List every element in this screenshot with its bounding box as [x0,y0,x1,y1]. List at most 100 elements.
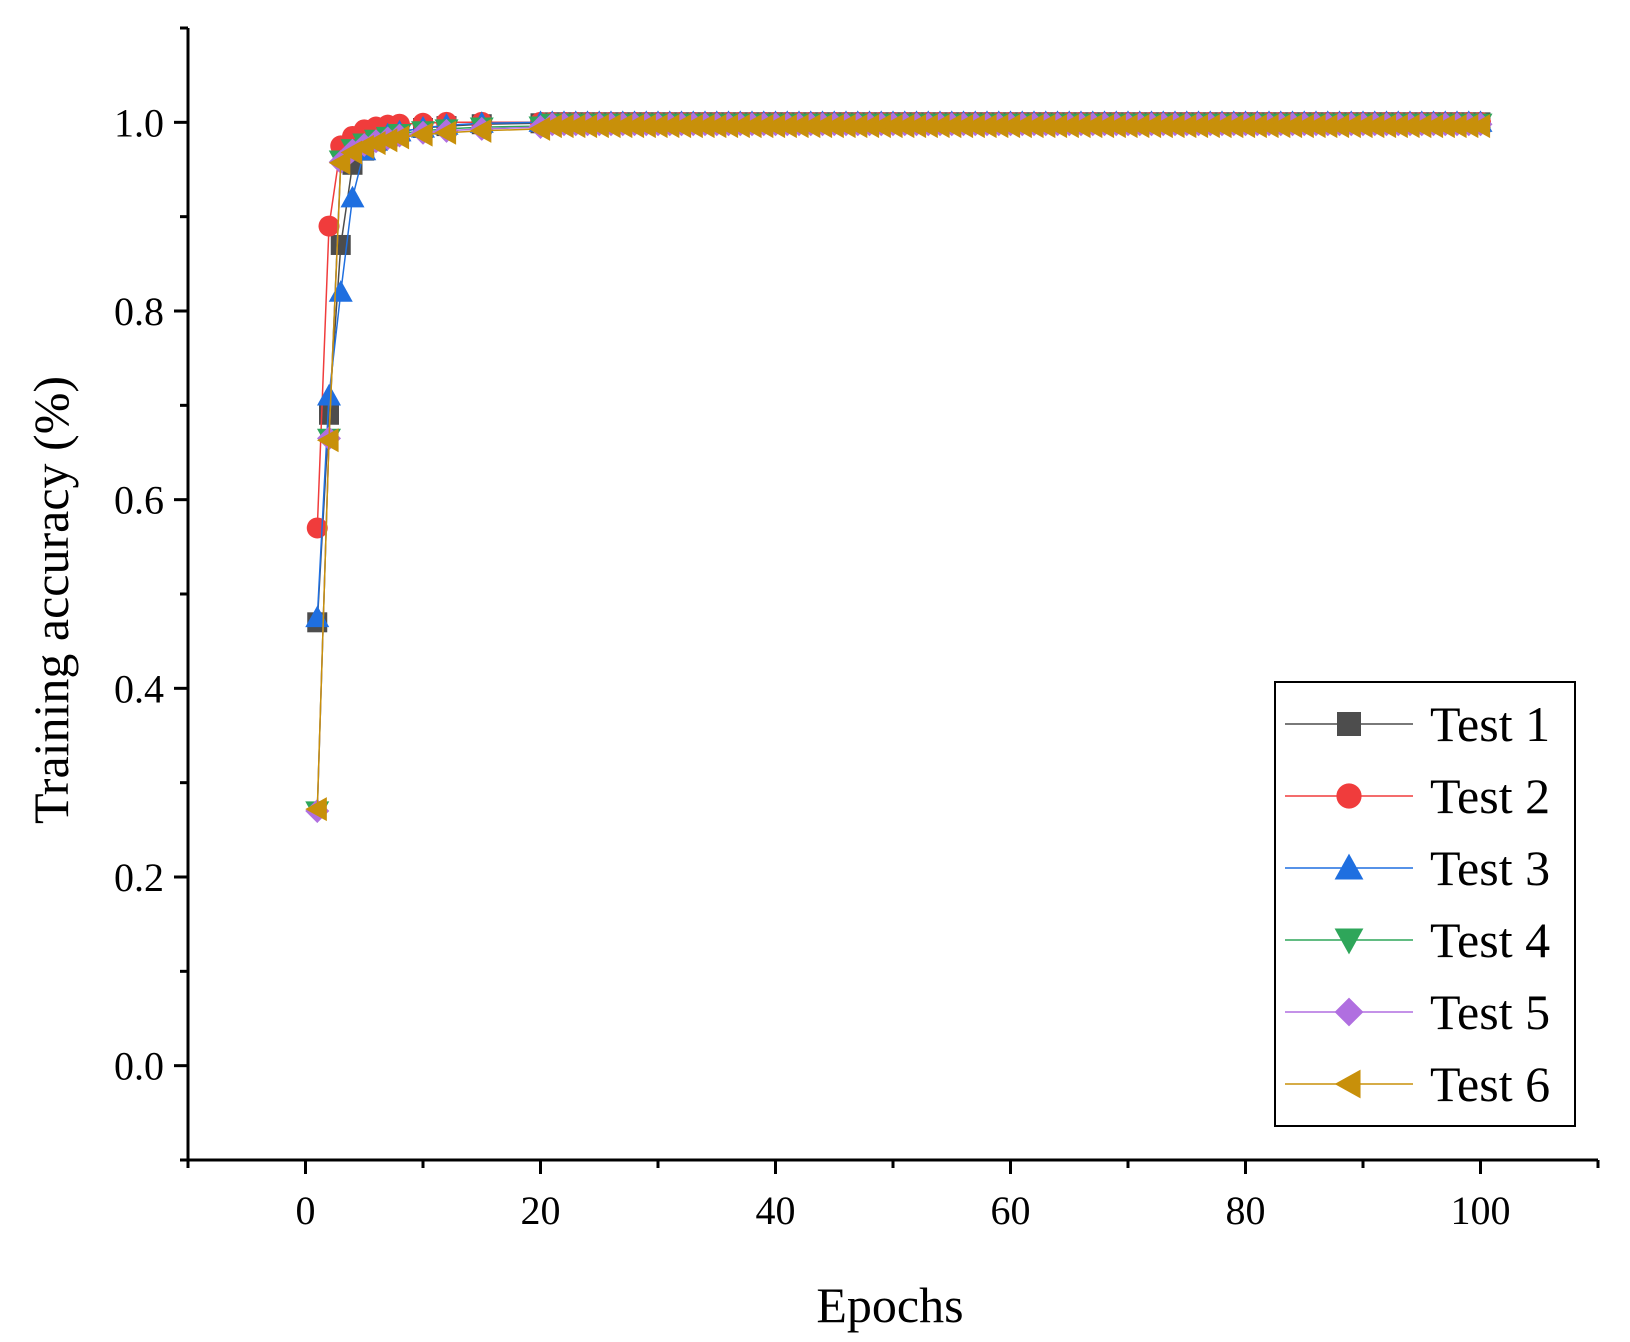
data-point [1468,114,1491,139]
data-point [306,517,328,539]
data-point [1315,114,1338,139]
x-tick-label: 0 [296,1188,316,1233]
data-point [763,114,786,139]
data-point [1151,114,1173,139]
y-tick-label: 0.4 [114,666,164,711]
data-point [986,114,1009,139]
series-6 [305,114,1491,822]
data-point [587,114,609,139]
data-point [951,114,974,139]
x-tick-label: 100 [1451,1188,1511,1233]
data-point [364,131,386,156]
data-point [1268,114,1291,139]
data-point [1057,114,1079,139]
data-point [939,114,962,139]
data-point [1022,114,1044,139]
y-tick-label: 0.6 [114,478,164,523]
data-point [1092,114,1115,139]
data-point [740,114,762,139]
data-point [1280,114,1303,139]
series-2 [306,111,1491,539]
data-point [317,383,341,406]
data-point [1339,114,1361,139]
data-point [1186,114,1209,139]
y-tick-label: 1.0 [114,100,164,145]
y-axis-title: Training accuracy (%) [23,376,79,824]
data-point [317,428,339,453]
series-line [316,121,1481,529]
data-point [610,114,633,139]
data-point [599,114,621,139]
legend: Test 1 Test 2 Test 3 Test 4 Test 5 Test 6 [1274,681,1576,1127]
data-point [928,114,950,139]
data-point [634,114,656,139]
legend-label: Test 3 [1430,840,1550,896]
data-point [646,114,668,139]
data-point [1386,114,1408,139]
data-point [822,114,844,139]
data-point [469,118,492,143]
legend-label: Test 2 [1430,768,1550,824]
data-point [693,114,715,139]
data-point [563,114,586,139]
legend-marker [1337,712,1361,736]
legend-label: Test 6 [1430,1056,1550,1112]
x-axis-title: Epochs [816,1277,963,1333]
legend-marker [1334,1069,1361,1099]
data-point [1456,114,1479,139]
data-point [787,114,809,139]
data-point [963,114,985,139]
y-tick-label: 0.8 [114,289,164,334]
legend-box [1274,681,1576,1127]
data-point [1245,114,1267,139]
data-point [1127,114,1150,139]
data-point [319,404,339,425]
data-point [728,114,750,139]
data-point [1421,114,1444,139]
data-point [1210,114,1232,139]
data-point [1163,114,1185,139]
data-point [881,114,903,139]
series-3 [305,110,1493,628]
data-point [1292,114,1314,139]
data-point [834,114,856,139]
data-point [1327,114,1350,139]
data-point [669,114,692,139]
data-point [1010,114,1032,139]
data-point [375,128,398,153]
data-point [1104,114,1126,139]
x-tick-label: 80 [1226,1188,1266,1233]
data-point [869,114,891,139]
data-point [1221,114,1244,139]
data-point [845,114,868,139]
data-point [798,114,821,139]
series-line [316,121,1481,623]
x-tick-label: 60 [991,1188,1031,1233]
data-point [904,114,927,139]
data-point [1433,114,1455,139]
x-tick-label: 40 [756,1188,796,1233]
data-point [1409,114,1432,139]
x-tick-label: 20 [521,1188,561,1233]
legend-label: Test 1 [1430,696,1550,752]
data-point [1362,114,1385,139]
data-point [1069,114,1091,139]
data-point [318,215,340,237]
data-point [411,122,433,147]
series-1 [307,112,1491,633]
legend-marker [1336,783,1362,809]
data-point [1257,114,1279,139]
legend-marker [1334,928,1364,955]
data-point [681,114,703,139]
data-point [575,114,598,139]
data-point [1174,114,1197,139]
data-point [1304,114,1326,139]
data-point [857,114,880,139]
data-point [998,114,1021,139]
data-point [892,114,915,139]
legend-label: Test 4 [1430,912,1550,968]
legend-label: Test 5 [1430,984,1550,1040]
axes-layer: 0.0 0.2 0.4 0.6 0.8 1.0 0 20 40 60 80 100 [114,26,1600,1233]
data-point [716,114,739,139]
